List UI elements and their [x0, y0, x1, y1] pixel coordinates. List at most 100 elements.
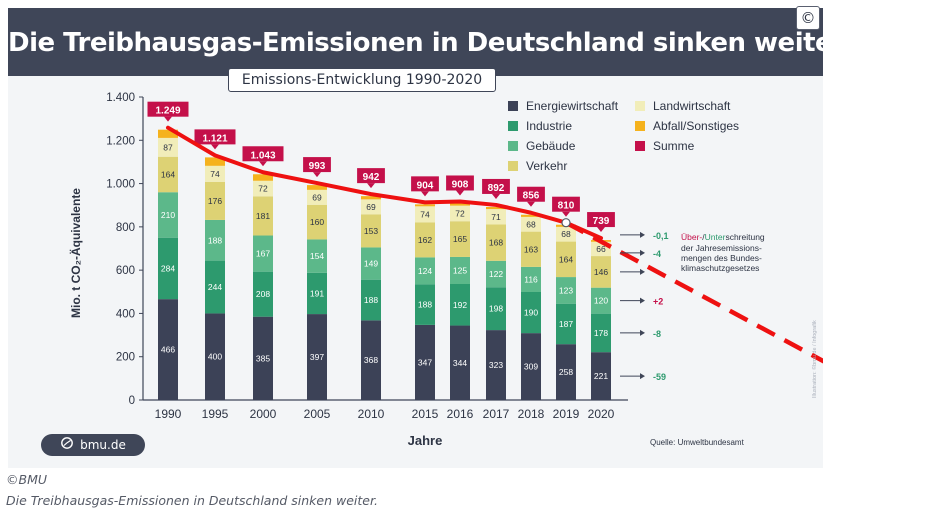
segment-label: 149 — [364, 259, 378, 269]
segment-label: 165 — [453, 234, 467, 244]
bar-segment — [158, 299, 178, 400]
trend-handle — [561, 218, 571, 228]
y-tick-label: 1.000 — [106, 179, 135, 191]
bar-segment — [158, 156, 178, 193]
segment-label: 72 — [455, 208, 465, 218]
bar-segment — [205, 165, 225, 182]
x-tick-label: 2000 — [250, 407, 277, 421]
legend-swatch — [508, 101, 518, 111]
x-tick-label: 1990 — [155, 407, 182, 421]
segment-label: 258 — [559, 367, 573, 377]
bar-segment — [556, 344, 576, 400]
legend-label: Gebäude — [526, 139, 576, 153]
segment-label: 69 — [366, 202, 376, 212]
total-badge — [411, 176, 439, 192]
total-badge — [482, 178, 510, 194]
bar-segment — [556, 226, 576, 242]
bar-segment — [521, 231, 541, 267]
deviation-title-line: klimaschutzgesetzes — [681, 263, 759, 273]
deviation-title: Über-/Unterschreitung — [681, 232, 765, 242]
total-value-label: 1.043 — [250, 150, 275, 161]
bar-segment — [450, 205, 470, 222]
trend-line — [166, 125, 603, 241]
total-badge-pointer — [211, 144, 219, 150]
bar-segment — [307, 314, 327, 400]
image-credit: ©BMU — [6, 472, 48, 487]
segment-label: 72 — [258, 184, 268, 194]
deviation-value: -4 — [653, 249, 661, 259]
bar-segment — [450, 221, 470, 257]
bar-segment — [556, 241, 576, 278]
x-tick-label: 2017 — [483, 407, 510, 421]
y-tick-label: 200 — [116, 352, 135, 364]
deviation-arrow-head — [640, 373, 645, 380]
segment-label: 74 — [420, 209, 430, 219]
total-badge — [517, 186, 545, 202]
segment-label: 208 — [256, 289, 270, 299]
segment-label: 309 — [524, 362, 538, 372]
bar-segment — [450, 325, 470, 400]
bar-segment — [415, 257, 435, 285]
segment-label: 178 — [594, 328, 608, 338]
bar-segment — [415, 284, 435, 325]
total-value-label: 942 — [363, 172, 380, 183]
segment-label: 122 — [489, 269, 503, 279]
bar-segment — [556, 303, 576, 345]
segment-label: 192 — [453, 300, 467, 310]
bar-segment — [486, 260, 506, 288]
total-badge-pointer — [562, 211, 570, 217]
bar-segment — [158, 237, 178, 300]
segment-label: 164 — [559, 254, 573, 264]
chart-subtitle: Emissions-Entwicklung 1990-2020 — [228, 68, 496, 92]
segment-label: 187 — [559, 319, 573, 329]
segment-label: 124 — [418, 266, 432, 276]
legend-swatch — [508, 161, 518, 171]
segment-label: 153 — [364, 226, 378, 236]
bar-segment — [205, 157, 225, 166]
bar-segment — [486, 224, 506, 261]
bar-segment — [361, 320, 381, 400]
y-tick-label: 400 — [116, 308, 135, 320]
total-badge — [587, 212, 615, 228]
bar-segment — [591, 313, 611, 353]
chart: 0 200 400 600 800 1.000 1.200 1.400 466 284 210 164… — [68, 92, 823, 448]
segment-label: 210 — [161, 210, 175, 220]
segment-label: 344 — [453, 358, 467, 368]
bar-segment — [486, 330, 506, 400]
deviation-value: -8 — [653, 329, 661, 339]
bar-segment — [158, 137, 178, 157]
segment-label: 347 — [418, 357, 432, 367]
total-badge — [242, 146, 284, 162]
bmu-link[interactable]: bmu.de — [41, 434, 145, 456]
x-tick-label: 2020 — [588, 407, 615, 421]
legend-label: Landwirtschaft — [653, 99, 731, 113]
segment-label: 368 — [364, 355, 378, 365]
segment-label: 71 — [491, 212, 501, 222]
segment-label: 188 — [418, 300, 432, 310]
deviation-value: -59 — [653, 372, 666, 382]
total-badge-pointer — [597, 227, 605, 233]
total-badge-pointer — [456, 190, 464, 196]
segment-label: 176 — [208, 196, 222, 206]
bar-segment — [307, 189, 327, 205]
total-value-label: 1.249 — [155, 106, 180, 117]
bar-segment — [253, 271, 273, 317]
bar-segment — [205, 260, 225, 314]
total-value-label: 856 — [523, 191, 540, 202]
segment-label: 191 — [310, 288, 324, 298]
bar-segment — [307, 272, 327, 315]
segment-label: 69 — [312, 192, 322, 202]
legend-label: Abfall/Sonstiges — [653, 119, 739, 133]
bar-segment — [307, 204, 327, 240]
bar-segment — [591, 256, 611, 288]
y-axis-title: Mio. t CO₂-Äquivalente — [68, 188, 83, 318]
bar-segment — [591, 352, 611, 400]
x-tick-label: 2018 — [518, 407, 545, 421]
bar-segment — [205, 313, 225, 400]
segment-label: 181 — [256, 211, 270, 221]
bar-segment — [158, 129, 178, 138]
legend-label: Energiewirtschaft — [526, 99, 619, 113]
total-value-label: 908 — [452, 179, 469, 190]
bar-segment — [415, 204, 435, 207]
bar-segment — [361, 214, 381, 248]
